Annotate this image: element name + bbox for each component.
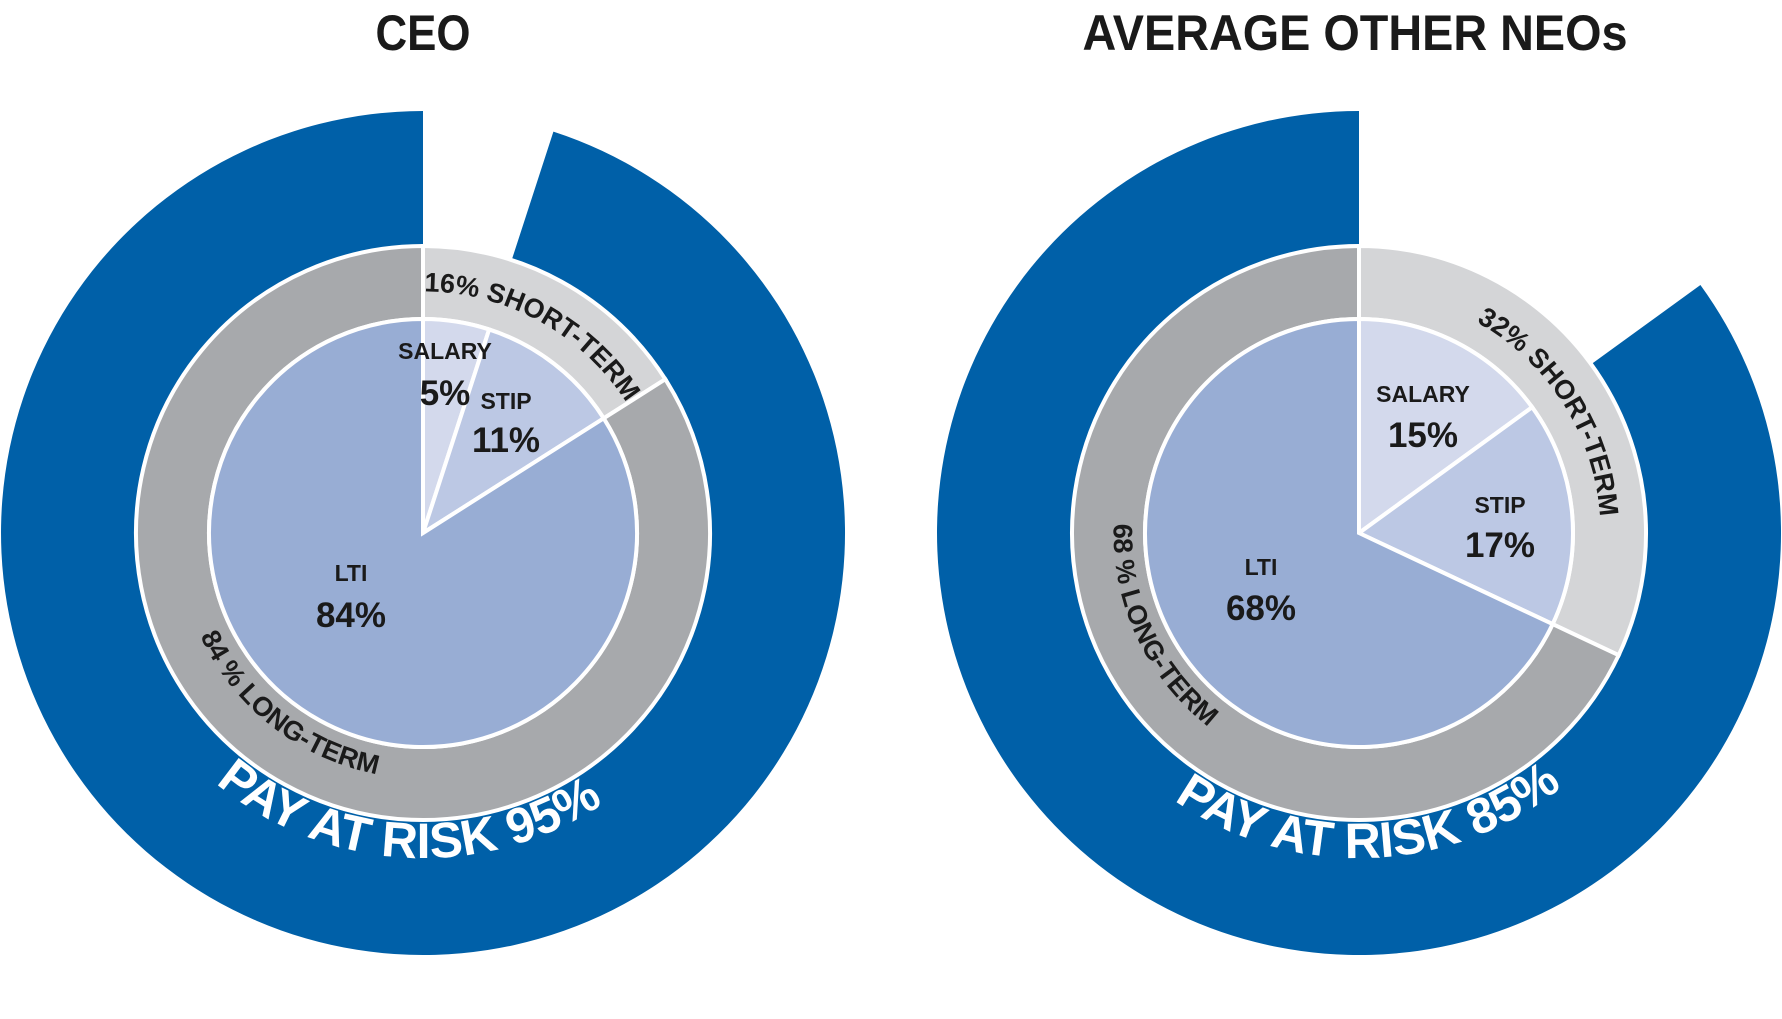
neo-salary-slice (1357, 316, 1535, 537)
ceo-stip-slice (419, 326, 607, 538)
neo-chart-title: AVERAGE OTHER NEOs (1083, 5, 1628, 61)
neo-stip-slice (1355, 404, 1575, 627)
ceo-chart: CEO SALARY 5% STIP 11% LTI 84% 16% SHORT… (1, 5, 846, 955)
ceo-salary-value: 5% (420, 374, 471, 413)
ceo-chart-title: CEO (376, 5, 471, 61)
ceo-lti-slice (207, 316, 640, 749)
neo-salary-value: 15% (1388, 416, 1458, 455)
neo-lti-slice (1143, 316, 1556, 749)
ceo-salary-name: SALARY (398, 338, 492, 364)
neo-pay-at-risk-arc (937, 111, 1782, 955)
neo-lti-name: LTI (1245, 554, 1278, 580)
ceo-pay-at-risk-arc (1, 111, 846, 955)
neo-salary-name: SALARY (1376, 381, 1470, 407)
neo-stip-name: STIP (1474, 492, 1525, 518)
ceo-lti-name: LTI (335, 560, 368, 586)
ceo-lti-value: 84% (316, 596, 386, 635)
ceo-stip-name: STIP (480, 388, 531, 414)
neo-stip-value: 17% (1465, 526, 1535, 565)
neo-chart: AVERAGE OTHER NEOs SALARY 15% STIP 17% L… (937, 5, 1782, 955)
ceo-stip-value: 11% (472, 421, 540, 460)
neo-lti-value: 68% (1226, 589, 1296, 628)
